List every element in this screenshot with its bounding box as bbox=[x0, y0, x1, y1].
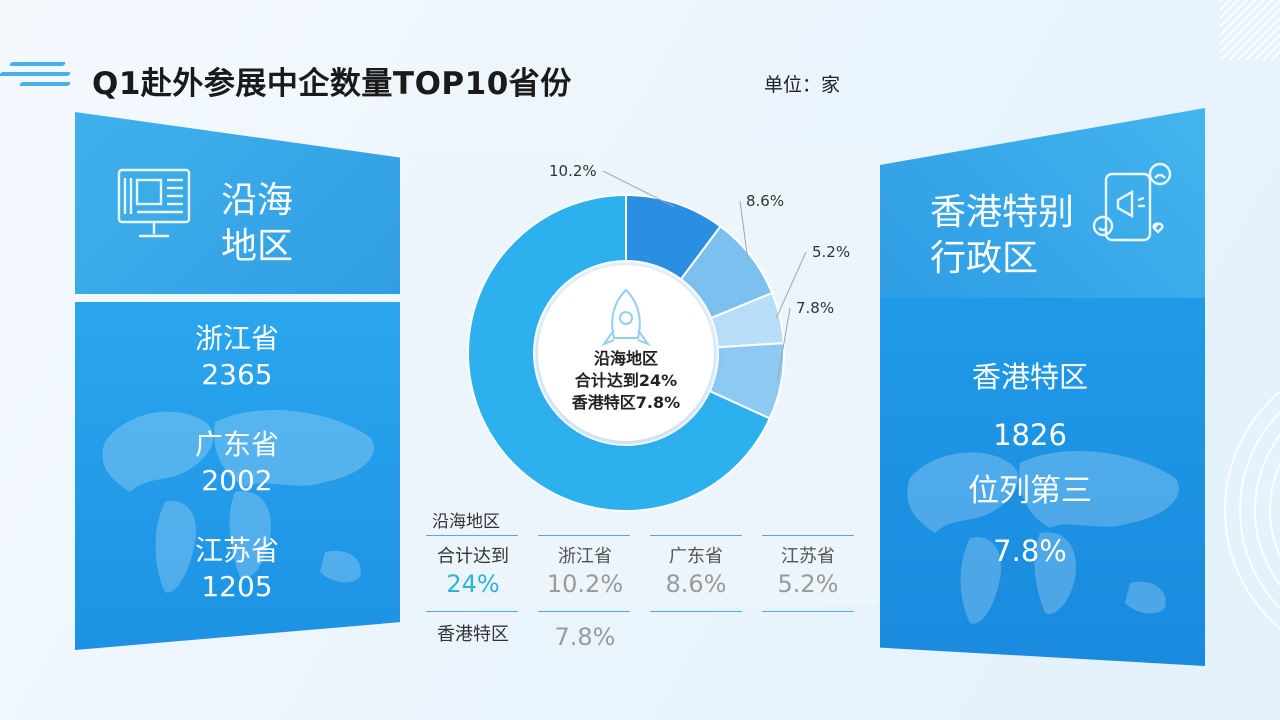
table-total-cell: 合计达到 24% bbox=[418, 545, 528, 599]
table-divider bbox=[762, 535, 854, 536]
col-1-name: 浙江省 bbox=[558, 546, 612, 567]
total-label: 合计达到 bbox=[437, 546, 509, 567]
social-media-icon bbox=[1092, 162, 1172, 242]
slice-leader-line bbox=[739, 200, 749, 259]
col-3-name: 江苏省 bbox=[781, 546, 835, 567]
table-cell: 浙江省 10.2% bbox=[530, 545, 640, 599]
province-3-value: 1205 bbox=[201, 570, 273, 603]
slice-label: 10.2% bbox=[549, 162, 597, 180]
province-1-value: 2365 bbox=[201, 358, 273, 391]
slice-label: 5.2% bbox=[812, 243, 850, 261]
hongkong-rank: 位列第三 bbox=[968, 473, 1092, 509]
coastal-title-line2: 地区 bbox=[221, 226, 294, 267]
province-2-name: 广东省 bbox=[194, 428, 279, 461]
coastal-title-line1: 沿海 bbox=[221, 180, 294, 221]
col-3-value: 5.2% bbox=[777, 570, 839, 598]
coastal-provinces-panel: 浙江省 2365 广东省 2002 江苏省 1205 bbox=[75, 302, 400, 650]
hongkong-title-line2: 行政区 bbox=[930, 238, 1039, 279]
table-header: 沿海地区 bbox=[432, 512, 500, 532]
table-divider bbox=[650, 611, 742, 612]
province-3-name: 江苏省 bbox=[194, 534, 279, 567]
unit-label: 单位：家 bbox=[764, 74, 841, 96]
slice-leader-line bbox=[602, 170, 675, 208]
hongkong-title-line1: 香港特别 bbox=[930, 192, 1075, 233]
table-cell: 广东省 8.6% bbox=[641, 545, 751, 599]
computer-icon bbox=[117, 168, 191, 238]
table-hk-value-cell: 7.8% bbox=[530, 622, 640, 652]
rocket-icon bbox=[601, 288, 651, 347]
slice-label: 8.6% bbox=[746, 192, 784, 210]
table-cell: 江苏省 5.2% bbox=[753, 545, 863, 599]
donut-center-circle bbox=[538, 265, 714, 441]
slice-label: 7.8% bbox=[796, 299, 834, 317]
col-2-value: 8.6% bbox=[665, 570, 727, 598]
col-1-value: 10.2% bbox=[546, 570, 624, 598]
province-1-name: 浙江省 bbox=[194, 322, 279, 355]
hongkong-value: 1826 bbox=[993, 418, 1067, 452]
page-title: Q1赴外参展中企数量TOP10省份 bbox=[92, 66, 572, 102]
table-divider bbox=[538, 611, 630, 612]
table-divider bbox=[426, 611, 518, 612]
world-map-graphic bbox=[907, 451, 1179, 624]
hk-label: 香港特区 bbox=[437, 624, 509, 645]
slice-leader-line bbox=[776, 307, 791, 381]
hk-value: 7.8% bbox=[554, 623, 616, 651]
total-value: 24% bbox=[446, 570, 500, 598]
donut-center-line2: 合计达到24% bbox=[575, 371, 677, 390]
slice-leader-line bbox=[775, 251, 807, 319]
table-divider bbox=[538, 535, 630, 536]
corner-stripes-decoration bbox=[1220, 0, 1280, 60]
arc-lines-decoration bbox=[1224, 390, 1280, 630]
hongkong-share: 7.8% bbox=[993, 534, 1067, 568]
world-map-graphic bbox=[102, 410, 374, 593]
table-divider bbox=[650, 535, 742, 536]
donut-center-line3: 香港特区7.8% bbox=[571, 393, 680, 412]
table-divider bbox=[762, 611, 854, 612]
province-2-value: 2002 bbox=[201, 464, 273, 497]
hongkong-name: 香港特区 bbox=[971, 360, 1088, 394]
table-divider bbox=[426, 535, 518, 536]
hongkong-detail-panel: 香港特区 1826 位列第三 7.8% bbox=[880, 298, 1205, 666]
donut-slice bbox=[467, 193, 772, 512]
col-2-name: 广东省 bbox=[669, 546, 723, 567]
donut-center-line1: 沿海地区 bbox=[594, 349, 658, 368]
table-hk-cell: 香港特区 bbox=[418, 623, 528, 647]
